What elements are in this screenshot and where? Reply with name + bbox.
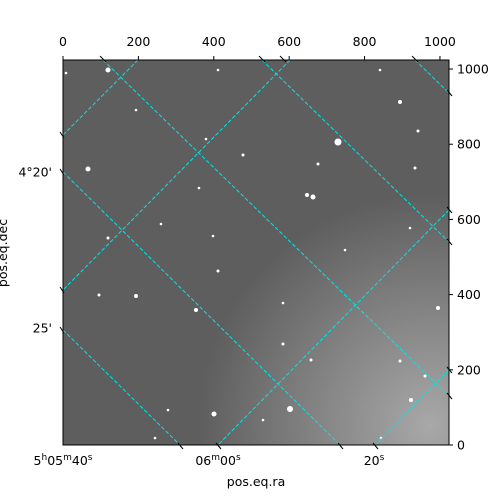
star [159, 222, 163, 226]
star [287, 406, 293, 412]
star [166, 408, 170, 412]
star [343, 248, 347, 252]
star [211, 234, 215, 238]
star [97, 293, 101, 297]
y-tick-label: 1000 [457, 62, 489, 77]
grid-line [261, 60, 449, 243]
world-tick [215, 442, 222, 450]
ra-tick-part: s [236, 453, 241, 463]
grid-line [217, 209, 449, 445]
ra-tick-part: m [211, 453, 220, 463]
star [398, 359, 402, 363]
star [105, 67, 111, 73]
world-tick [372, 442, 379, 450]
x-tick-label: 0 [59, 34, 67, 49]
world-tick [446, 392, 453, 400]
star [194, 308, 198, 312]
world-tick [99, 55, 107, 63]
ra-tick-part: 20 [364, 453, 380, 468]
ra-tick-part: s [88, 453, 93, 463]
y-axis-label: pos.eq.dec [0, 219, 10, 287]
star [436, 306, 440, 310]
star [261, 418, 265, 422]
y-tick-label: 0 [457, 438, 465, 453]
star [378, 68, 382, 72]
star [316, 162, 320, 166]
world-tick [59, 131, 65, 139]
ra-tick-part: 5 [34, 453, 42, 468]
x-tick-label: 600 [277, 34, 301, 49]
star [134, 108, 138, 112]
grid-line [102, 60, 449, 397]
ra-tick-label: 20s [364, 453, 385, 468]
dec-tick-label: 4°20' [18, 165, 52, 180]
x-tick-label: 200 [126, 34, 150, 49]
star [416, 129, 420, 133]
ra-tick-part: 00 [220, 453, 236, 468]
dec-tick-label: 25' [33, 321, 52, 336]
star [305, 193, 309, 197]
world-grid [63, 60, 449, 445]
world-tick [59, 168, 65, 176]
world-tick [446, 238, 453, 246]
x-tick-label: 800 [353, 34, 377, 49]
star [197, 186, 201, 190]
star [153, 436, 157, 440]
world-tick [411, 55, 419, 63]
ra-tick-part: 06 [195, 453, 211, 468]
stars [64, 67, 440, 440]
world-tick [446, 89, 453, 97]
grid-line [414, 60, 449, 94]
ra-tick-label: 06m00s [195, 453, 241, 468]
star [216, 269, 220, 273]
world-tick [177, 442, 184, 450]
star [281, 301, 285, 305]
y-tick-label: 200 [457, 362, 481, 377]
world-tick [59, 326, 65, 334]
star [413, 166, 417, 170]
grid-line [374, 369, 449, 445]
y-tick-label: 800 [457, 137, 481, 152]
y-tick-label: 400 [457, 287, 481, 302]
y-tick-label: 600 [457, 212, 481, 227]
star [106, 236, 110, 240]
grid-line [63, 171, 341, 445]
world-tick [279, 55, 287, 63]
ra-tick-part: 40 [72, 453, 88, 468]
star [309, 358, 313, 362]
ra-tick-part: h [41, 453, 47, 463]
star [204, 137, 208, 141]
star [398, 100, 402, 104]
ra-tick-label: 5h05m40s [34, 453, 93, 468]
world-tick [446, 366, 453, 374]
star [310, 194, 316, 200]
sky-image [63, 60, 449, 445]
star [211, 411, 217, 417]
star [409, 398, 413, 402]
world-tick [446, 206, 453, 214]
star [85, 166, 91, 172]
x-axis-label: pos.eq.ra [227, 474, 285, 489]
grid-line [63, 329, 181, 445]
star [241, 153, 245, 157]
x-tick-label: 1000 [424, 34, 456, 49]
star [423, 374, 427, 378]
star [64, 71, 68, 75]
world-tick [258, 55, 266, 63]
star [134, 294, 138, 298]
world-tick [59, 286, 65, 294]
ra-tick-part: s [380, 453, 385, 463]
x-tick-label: 400 [202, 34, 226, 49]
star [216, 68, 220, 72]
ra-tick-part: 05 [47, 453, 63, 468]
star [281, 342, 285, 346]
world-tick [337, 442, 344, 450]
frame [62, 59, 450, 446]
star [408, 226, 412, 230]
ra-tick-part: m [63, 453, 72, 463]
star [334, 138, 342, 146]
